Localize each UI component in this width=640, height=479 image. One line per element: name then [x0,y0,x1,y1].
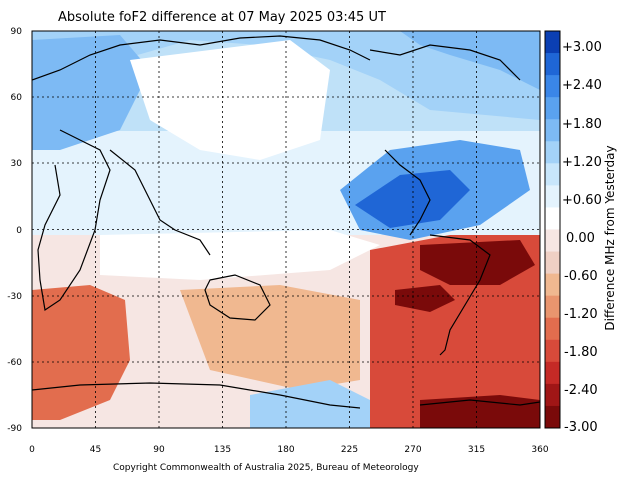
colorbar-ticks: +3.00 +2.40 +1.80 +1.20 +0.60 0.00 -0.60… [562,40,602,435]
region-north-pacific-core [355,170,470,228]
colorbar [544,30,561,429]
colorbar-frame [544,30,561,429]
region-antarctic-dark [420,395,540,428]
colorbar-swatch [545,295,560,319]
colorbar-tick-label: -0.60 [564,269,598,284]
colorbar-swatch [545,141,560,164]
colorbar-swatch [545,273,560,297]
region-south-atlantic-core-2 [395,285,455,312]
colorbar-tick-label: -1.20 [564,307,598,322]
colorbar-tick-label: 0.00 [566,231,595,246]
region-south-indian-negative [32,285,130,420]
map-title: Absolute foF2 difference at 07 May 2025 … [58,10,386,25]
x-tick-label: 360 [531,445,548,455]
y-tick-label: 30 [11,159,23,169]
colorbar-swatch [545,405,560,429]
plot-frame [31,30,541,429]
region-europe-blue [32,35,150,150]
x-tick-label: 90 [153,445,165,455]
y-tick-label: -60 [7,358,22,368]
colorbar-swatch [545,53,560,76]
colorbar-swatch [545,119,560,142]
x-tick-label: 180 [277,445,294,455]
region-south-atlantic-core [420,240,535,285]
colorbar-swatch [545,75,560,98]
colorbar-swatch [545,185,560,208]
colorbar-tick-label: +1.80 [562,117,602,132]
colorbar-tick-label: +1.20 [562,155,602,170]
colorbar-swatch [545,339,560,363]
colorbar-tick-label: -1.80 [564,345,598,360]
colorbar-swatch [545,163,560,186]
colorbar-swatch [545,207,560,230]
colorbar-swatch [545,31,560,54]
colorbar-tick-label: +3.00 [562,40,602,55]
x-tick-label: 45 [90,445,101,455]
colorbar-swatch [545,317,560,341]
colorbar-label: Difference MHz from Yesterday [603,145,617,331]
colorbar-swatch [545,97,560,120]
colorbar-tick-label: +2.40 [562,78,602,93]
colorbar-swatch [545,361,560,385]
colorbar-tick-label: -2.40 [564,383,598,398]
region-south-pacific-negative [180,285,360,390]
region-antarctic-blue [250,380,370,428]
x-axis: 0 45 90 135 180 225 270 315 360 [29,445,549,455]
colorbar-swatch [545,229,560,253]
region-white-asia [130,40,330,160]
y-tick-label: 90 [11,27,23,37]
copyright-notice: Copyright Commonwealth of Australia 2025… [113,463,419,473]
colorbar-swatch [545,383,560,407]
colorbar-tick-label: +0.60 [562,193,602,208]
colorbar-swatch [545,251,560,275]
grid [32,31,540,428]
x-tick-label: 135 [214,445,231,455]
coastlines [32,35,540,409]
region-equatorial-white [100,230,380,280]
y-tick-label: -90 [7,424,22,434]
x-tick-label: 270 [404,445,421,455]
y-tick-label: 60 [11,93,23,103]
x-tick-label: 315 [468,445,485,455]
y-tick-label: 0 [16,226,22,236]
y-axis: 90 60 30 0 -30 -60 -90 [7,27,22,434]
colorbar-tick-label: -3.00 [564,420,598,435]
x-tick-label: 225 [341,445,358,455]
y-tick-label: -30 [7,292,22,302]
x-tick-label: 0 [29,445,35,455]
